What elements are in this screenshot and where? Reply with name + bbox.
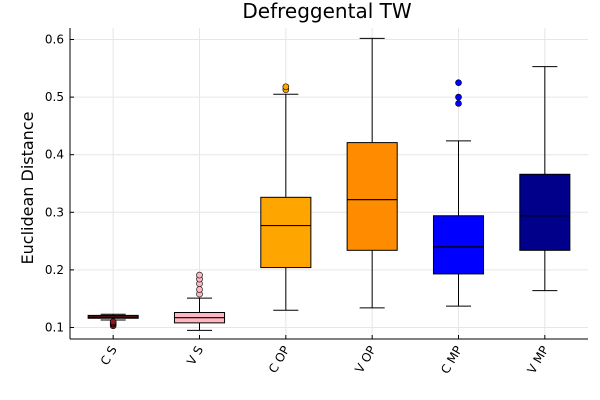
outlier-point [196, 286, 203, 293]
x-tick-label: C OP [266, 344, 293, 376]
box-c-mp [432, 79, 485, 307]
chart-title: Defreggental TW [242, 0, 411, 23]
y-tick-label: 0.5 [45, 90, 64, 104]
outlier-point [455, 79, 462, 87]
y-tick-label: 0.2 [45, 263, 64, 277]
y-tick-label: 0.1 [45, 320, 64, 334]
outlier-point [455, 93, 462, 101]
axis-layer: 0.1 0.2 0.3 0.4 0.5 0.6 C S V S C OP V OP C MP V MP [45, 28, 588, 376]
outlier-point [282, 83, 290, 91]
box-body [260, 196, 312, 269]
grid-layer [70, 28, 588, 339]
box-body [519, 173, 571, 251]
y-tick-label: 0.4 [45, 148, 64, 162]
x-tick-label: C MP [438, 344, 465, 377]
y-tick-label: 0.6 [45, 33, 64, 47]
box-v-s [173, 271, 226, 331]
box-v-op [346, 37, 398, 309]
box-c-s [87, 313, 139, 330]
box-layer [87, 37, 571, 331]
x-tick-label: C S [98, 344, 120, 368]
x-tick-label: V OP [352, 344, 378, 376]
outlier-point [196, 271, 203, 279]
y-tick-label: 0.3 [45, 205, 64, 219]
x-tick-label: V MP [524, 344, 551, 377]
outlier-point [109, 318, 117, 326]
box-c-op [260, 83, 312, 311]
box-body [432, 215, 485, 275]
outlier-point [455, 100, 462, 107]
y-axis-label: Euclidean Distance [18, 112, 37, 265]
x-tick-label: V S [184, 344, 206, 368]
box-body [346, 142, 398, 251]
box-v-mp [519, 66, 571, 292]
